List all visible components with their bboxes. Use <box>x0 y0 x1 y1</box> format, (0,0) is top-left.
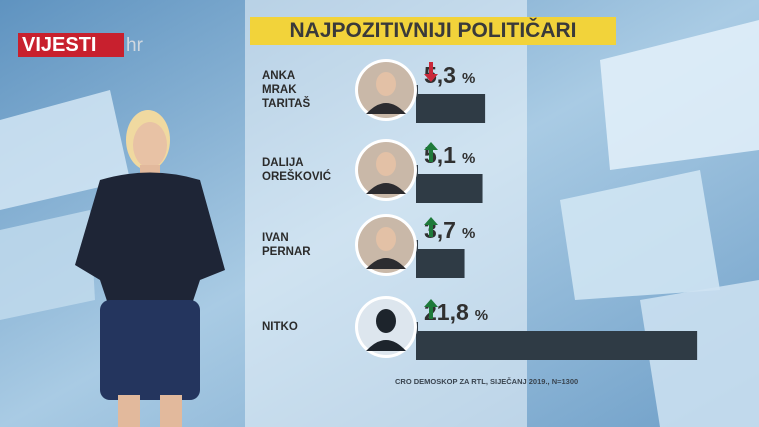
trend-arrow <box>424 217 438 237</box>
portrait-body <box>366 258 406 269</box>
trend-arrow <box>424 299 438 319</box>
logo-suffix: hr <box>126 35 143 56</box>
portrait-head <box>376 227 396 251</box>
value-row: 5,1% <box>424 142 475 169</box>
portrait-head <box>376 72 396 96</box>
trend-arrow <box>424 142 438 162</box>
logo-box <box>18 33 124 57</box>
unit-label: % <box>474 307 489 324</box>
title-box <box>250 17 616 45</box>
bar <box>417 174 483 203</box>
portrait-head <box>376 309 396 333</box>
chart-title: NAJPOZITIVNIJI POLITIČARI <box>289 19 577 42</box>
portrait-body <box>366 103 406 114</box>
bar <box>417 249 465 278</box>
bar <box>417 331 698 360</box>
unit-label: % <box>461 150 476 167</box>
value-row: 3,7% <box>424 217 475 244</box>
source: CRO DEMOSKOP ZA RTL, SIJEČANJ 2019., N=1… <box>395 377 579 386</box>
logo-name: VIJESTI <box>22 34 97 56</box>
portrait-body <box>366 340 406 351</box>
unit-label: % <box>461 70 476 87</box>
value-row: 21,8% <box>424 299 488 326</box>
category-label: IVAN PERNAR <box>262 232 311 258</box>
arrow-shape <box>424 217 438 237</box>
portrait-body <box>366 183 406 194</box>
arrow-shape <box>424 62 438 82</box>
portrait-head <box>376 152 396 176</box>
category-label: ANKA MRAK TARITAŠ <box>262 70 311 110</box>
category-label: DALIJA OREŠKOVIĆ <box>262 157 332 183</box>
trend-arrow <box>424 62 438 82</box>
bar <box>417 94 486 123</box>
unit-label: % <box>461 225 476 242</box>
value-row: 5,3% <box>424 62 475 89</box>
arrow-shape <box>424 299 438 319</box>
arrow-shape <box>424 142 438 162</box>
category-label: NITKO <box>262 321 298 333</box>
presenter <box>75 110 225 427</box>
